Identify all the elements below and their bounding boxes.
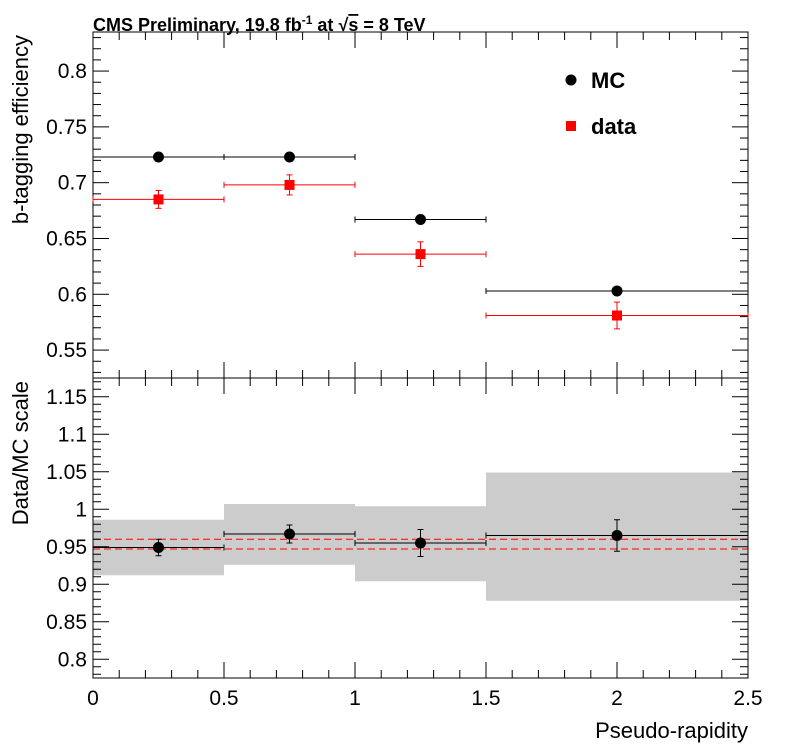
scale-factor-panel: 0.8 0.85 0.9 0.95 1 1.05 1.1 1.15 0 0.5 1 1.5 2 2.5: [46, 377, 763, 710]
scale-xtick-label: 1.5: [471, 687, 500, 710]
data-point-marker: [415, 249, 426, 260]
scale-xtick-label: 2: [611, 687, 623, 710]
scale-xtick-label: 2.5: [733, 687, 762, 710]
data-point-marker: [284, 179, 295, 190]
mc-point-marker: [153, 151, 164, 163]
scale-ytick-label: 0.95: [46, 536, 87, 559]
mc-point-marker: [284, 151, 295, 163]
efficiency-frame: [92, 31, 749, 379]
legend-mc-marker: [565, 74, 577, 86]
title-main: CMS Preliminary, 19.8 fb: [93, 15, 302, 35]
x-axis-label: Pseudo-rapidity: [595, 718, 748, 743]
scale-point-marker: [284, 528, 295, 540]
mc-point-marker: [611, 285, 623, 297]
data-point-marker: [153, 194, 164, 205]
scale-ytick-label: 0.9: [58, 573, 87, 596]
efficiency-ytick-label: 0.75: [46, 116, 87, 139]
scale-ytick-label: 1.15: [46, 386, 87, 409]
efficiency-panel: 0.55 0.6 0.65 0.7 0.75 0.8: [46, 31, 749, 379]
efficiency-ytick-label: 0.6: [58, 283, 87, 306]
scale-ytick-label: 0.85: [46, 611, 87, 634]
scale-ytick-label: 1.05: [46, 461, 87, 484]
scale-xtick-label: 0.5: [209, 687, 238, 710]
scale-frame: [92, 377, 749, 679]
title-mid: at: [312, 15, 338, 35]
title-end: = 8 TeV: [358, 15, 425, 35]
title-superscript: -1: [302, 13, 313, 27]
legend-data-label: data: [591, 114, 637, 139]
efficiency-ytick-label: 0.7: [58, 172, 87, 195]
scale-xtick-label: 0: [87, 687, 99, 710]
scale-ytick-label: 1: [75, 498, 87, 521]
scale-point-marker: [153, 542, 164, 553]
mc-point-marker: [415, 214, 426, 226]
efficiency-ytick-label: 0.8: [58, 60, 87, 83]
efficiency-ytick-label: 0.65: [46, 227, 87, 250]
legend-data-marker: [566, 121, 576, 131]
scale-point-marker: [415, 537, 426, 549]
scale-ytick-label: 0.8: [58, 648, 87, 671]
legend: MC data: [565, 68, 637, 139]
legend-mc-label: MC: [591, 68, 625, 93]
data-point-marker: [612, 310, 622, 321]
scale-ytick-label: 1.1: [58, 423, 87, 446]
title-sqrt: √: [338, 15, 348, 35]
title-s: s: [348, 15, 358, 35]
chart-title: CMS Preliminary, 19.8 fb-1 at √s = 8 TeV: [93, 13, 426, 35]
efficiency-y-axis-label: b-tagging efficiency: [8, 35, 33, 224]
scale-y-axis-label: Data/MC scale: [8, 381, 33, 525]
efficiency-ytick-label: 0.55: [46, 339, 87, 362]
scale-point-marker: [611, 530, 623, 541]
scale-xtick-label: 1: [349, 687, 361, 710]
